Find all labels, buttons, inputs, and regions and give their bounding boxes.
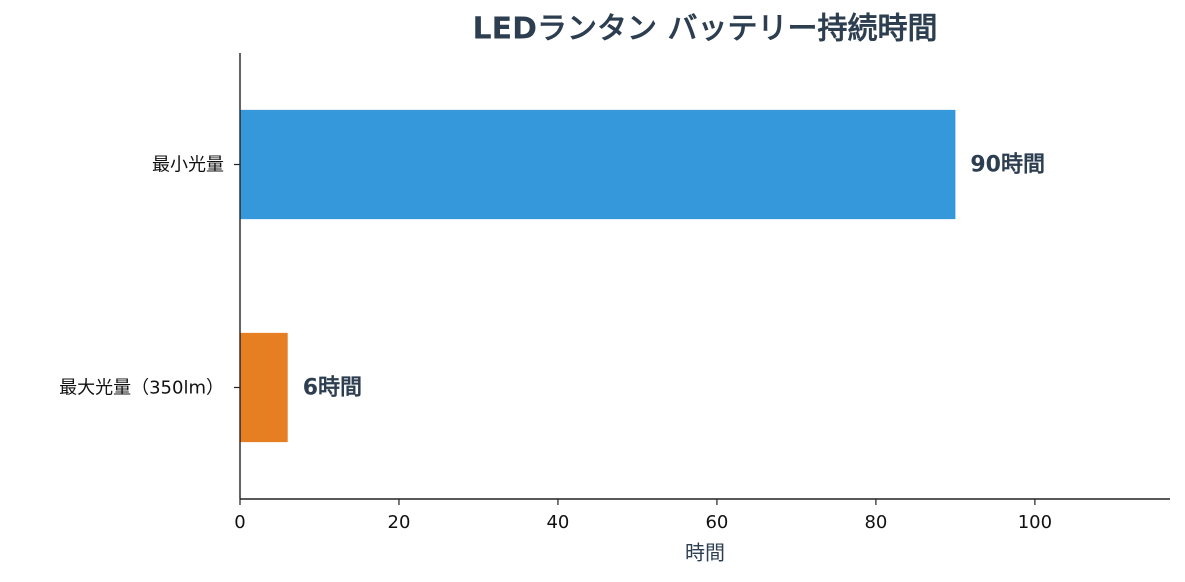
bar [240, 332, 288, 443]
y-tick-label: 最大光量（350lm） [59, 378, 224, 399]
x-tick-label: 100 [1018, 512, 1052, 533]
chart-title: LEDランタン バッテリー持続時間 [473, 12, 938, 47]
x-tick-label: 60 [705, 512, 728, 533]
x-tick-label: 80 [864, 512, 887, 533]
x-axis-label: 時間 [685, 541, 725, 565]
x-tick-label: 20 [388, 512, 411, 533]
y-tick-label: 最小光量 [152, 155, 224, 176]
value-label: 90時間 [970, 153, 1045, 178]
value-label: 6時間 [303, 376, 362, 401]
x-tick-label: 0 [234, 512, 245, 533]
bar [240, 109, 956, 220]
x-tick-label: 40 [546, 512, 569, 533]
